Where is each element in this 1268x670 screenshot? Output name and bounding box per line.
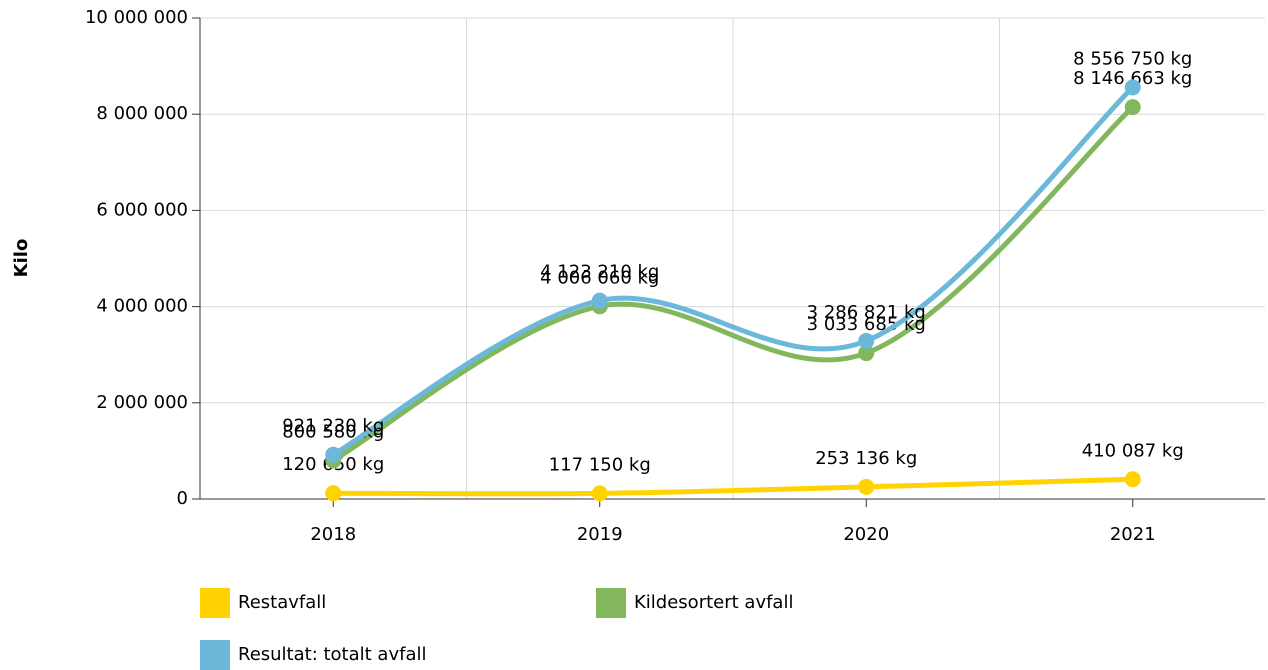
y-tick-label: 8 000 000 [96, 103, 188, 124]
data-label: 410 087 kg [1082, 440, 1184, 461]
legend-swatch [596, 588, 626, 618]
y-tick-label: 0 [177, 488, 188, 509]
y-tick-label: 10 000 000 [85, 7, 188, 28]
data-label: 3 286 821 kg [807, 302, 926, 323]
y-tick-label: 6 000 000 [96, 199, 188, 220]
data-label: 8 556 750 kg [1073, 48, 1192, 69]
data-point [1124, 79, 1141, 96]
legend-label: Restavfall [238, 592, 326, 613]
data-label: 253 136 kg [815, 448, 917, 469]
series-line [330, 104, 1136, 463]
data-label: 117 150 kg [549, 454, 651, 475]
data-label: 3 033 685 kg [807, 314, 926, 335]
data-point [1124, 99, 1141, 116]
legend-swatch [200, 588, 230, 618]
data-label: 4 123 210 kg [540, 262, 659, 283]
data-point [325, 446, 342, 463]
series-line [330, 476, 1136, 497]
x-tick-label: 2020 [843, 524, 889, 545]
data-point [858, 478, 875, 495]
data-point [858, 332, 875, 349]
x-tick-label: 2021 [1110, 524, 1156, 545]
y-tick-label: 2 000 000 [96, 392, 188, 413]
legend-label: Resultat: totalt avfall [238, 644, 426, 665]
y-tick-label: 4 000 000 [96, 296, 188, 317]
x-tick-label: 2018 [310, 524, 356, 545]
x-tick-label: 2019 [577, 524, 623, 545]
data-label: 921 230 kg [282, 416, 384, 437]
data-point [858, 345, 875, 362]
legend-swatch [200, 640, 230, 670]
data-point [591, 485, 608, 502]
data-label: 4 006 060 kg [540, 267, 659, 288]
data-point [1124, 471, 1141, 488]
data-point [325, 485, 342, 502]
data-label: 8 146 663 kg [1073, 68, 1192, 89]
data-point [591, 292, 608, 309]
series-line [330, 84, 1136, 458]
legend-label: Kildesortert avfall [634, 592, 793, 613]
y-axis-title: Kilo [11, 239, 32, 278]
